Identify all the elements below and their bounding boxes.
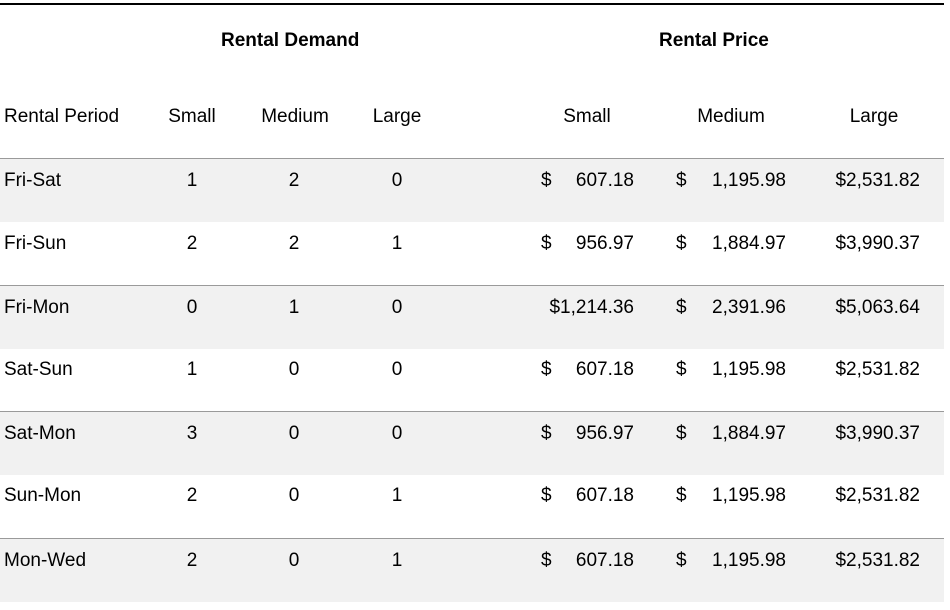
table-row: Mon-Wed 2 0 1 $607.18 $1,195.98 $2,531.82 bbox=[0, 538, 944, 602]
cell-demand-small: 0 bbox=[186, 297, 198, 318]
col-header-price-small: Small bbox=[563, 106, 611, 127]
cell-price-small: 607.18 bbox=[575, 359, 634, 380]
col-header-price-large: Large bbox=[849, 106, 899, 127]
currency-symbol: $ bbox=[676, 170, 687, 191]
cell-period: Mon-Wed bbox=[4, 550, 87, 571]
cell-price-small: 956.97 bbox=[575, 423, 634, 444]
cell-price-small: 607.18 bbox=[575, 170, 634, 191]
col-header-demand-small: Small bbox=[168, 106, 216, 127]
group-header-demand: Rental Demand bbox=[221, 30, 360, 51]
cell-period: Fri-Sun bbox=[4, 233, 67, 254]
cell-price-large: $2,531.82 bbox=[835, 170, 920, 191]
cell-demand-medium: 0 bbox=[288, 550, 300, 571]
cell-demand-medium: 1 bbox=[288, 297, 300, 318]
cell-price-large: $2,531.82 bbox=[835, 550, 920, 571]
cell-price-large: $3,990.37 bbox=[835, 233, 920, 254]
cell-price-small: $1,214.36 bbox=[549, 297, 634, 318]
cell-price-large: $2,531.82 bbox=[835, 485, 920, 506]
cell-demand-large: 0 bbox=[391, 359, 403, 380]
cell-price-medium: 1,884.97 bbox=[712, 233, 786, 254]
col-header-period: Rental Period bbox=[4, 106, 120, 127]
cell-demand-large: 0 bbox=[391, 170, 403, 191]
currency-symbol: $ bbox=[676, 485, 687, 506]
currency-symbol: $ bbox=[541, 550, 552, 571]
cell-demand-medium: 2 bbox=[288, 233, 300, 254]
cell-demand-large: 1 bbox=[391, 233, 403, 254]
cell-period: Sat-Mon bbox=[4, 423, 76, 444]
cell-period: Sat-Sun bbox=[4, 359, 73, 380]
cell-demand-large: 0 bbox=[391, 423, 403, 444]
cell-price-medium: 1,195.98 bbox=[712, 170, 786, 191]
cell-price-medium: 2,391.96 bbox=[712, 297, 786, 318]
top-rule bbox=[0, 3, 944, 5]
col-header-demand-medium: Medium bbox=[261, 106, 329, 127]
cell-demand-large: 1 bbox=[391, 485, 403, 506]
table-row: Sat-Sun 1 0 0 $607.18 $1,195.98 $2,531.82 bbox=[0, 348, 944, 411]
cell-period: Fri-Mon bbox=[4, 297, 70, 318]
cell-demand-medium: 2 bbox=[288, 170, 300, 191]
cell-demand-small: 2 bbox=[186, 233, 198, 254]
currency-symbol: $ bbox=[541, 359, 552, 380]
table-row: Fri-Sat 1 2 0 $607.18 $1,195.98 $2,531.82 bbox=[0, 158, 944, 222]
col-header-demand-large: Large bbox=[372, 106, 422, 127]
cell-price-medium: 1,195.98 bbox=[712, 550, 786, 571]
currency-symbol: $ bbox=[676, 297, 687, 318]
currency-symbol: $ bbox=[541, 485, 552, 506]
cell-price-large: $5,063.64 bbox=[835, 297, 920, 318]
cell-demand-large: 1 bbox=[391, 550, 403, 571]
cell-demand-medium: 0 bbox=[288, 423, 300, 444]
currency-symbol: $ bbox=[676, 233, 687, 254]
cell-demand-small: 2 bbox=[186, 485, 198, 506]
cell-demand-small: 2 bbox=[186, 550, 198, 571]
cell-price-small: 607.18 bbox=[575, 485, 634, 506]
currency-symbol: $ bbox=[541, 233, 552, 254]
currency-symbol: $ bbox=[676, 550, 687, 571]
currency-symbol: $ bbox=[541, 170, 552, 191]
table-row: Fri-Mon 0 1 0 $1,214.36 $2,391.96 $5,063.64 bbox=[0, 285, 944, 349]
table-row: Sat-Mon 3 0 0 $956.97 $1,884.97 $3,990.37 bbox=[0, 411, 944, 475]
table-row: Fri-Sun 2 2 1 $956.97 $1,884.97 $3,990.37 bbox=[0, 222, 944, 285]
cell-demand-small: 3 bbox=[186, 423, 198, 444]
currency-symbol: $ bbox=[676, 423, 687, 444]
table-row: Sun-Mon 2 0 1 $607.18 $1,195.98 $2,531.82 bbox=[0, 474, 944, 537]
currency-symbol: $ bbox=[541, 423, 552, 444]
cell-period: Sun-Mon bbox=[4, 485, 82, 506]
cell-price-medium: 1,884.97 bbox=[712, 423, 786, 444]
cell-demand-small: 1 bbox=[186, 359, 198, 380]
cell-price-large: $3,990.37 bbox=[835, 423, 920, 444]
cell-demand-small: 1 bbox=[186, 170, 198, 191]
cell-demand-medium: 0 bbox=[288, 485, 300, 506]
cell-price-medium: 1,195.98 bbox=[712, 359, 786, 380]
cell-demand-medium: 0 bbox=[288, 359, 300, 380]
currency-symbol: $ bbox=[676, 359, 687, 380]
cell-price-medium: 1,195.98 bbox=[712, 485, 786, 506]
cell-price-small: 956.97 bbox=[575, 233, 634, 254]
cell-price-large: $2,531.82 bbox=[835, 359, 920, 380]
cell-period: Fri-Sat bbox=[4, 170, 61, 191]
col-header-price-medium: Medium bbox=[697, 106, 765, 127]
group-header-price: Rental Price bbox=[659, 30, 769, 51]
cell-price-small: 607.18 bbox=[575, 550, 634, 571]
cell-demand-large: 0 bbox=[391, 297, 403, 318]
